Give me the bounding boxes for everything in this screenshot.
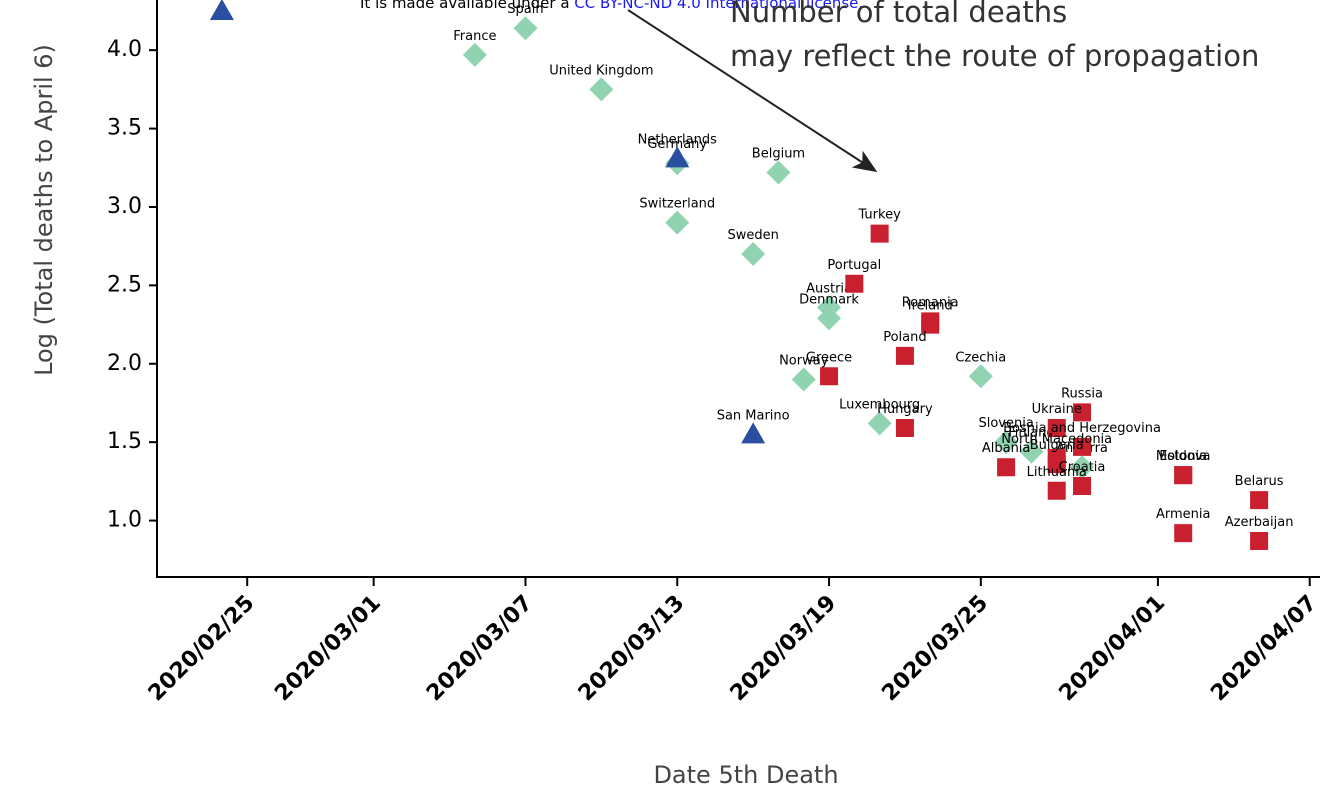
point-label: North Macedonia — [1001, 432, 1112, 447]
x-tick-label: 2020/03/25 — [877, 591, 993, 707]
point — [820, 367, 839, 386]
point — [766, 160, 791, 185]
point — [921, 315, 940, 334]
point-label: Luxembourg — [839, 397, 920, 412]
note-line: may reflect the route of propagation — [730, 39, 1259, 73]
point — [513, 16, 538, 41]
x-tick-label: 2020/03/19 — [726, 591, 842, 707]
x-tick-label: 2020/04/07 — [1206, 591, 1322, 707]
point — [817, 306, 842, 331]
point — [895, 346, 914, 365]
y-tick-label: 1.0 — [107, 508, 142, 533]
point-label: Belgium — [752, 146, 805, 161]
point — [462, 42, 487, 67]
point-label: Croatia — [1059, 460, 1106, 475]
point — [845, 274, 864, 293]
point-label: Azerbaijan — [1225, 515, 1294, 530]
point — [1070, 455, 1095, 480]
point — [1073, 403, 1092, 422]
point — [1250, 531, 1269, 550]
point-label: Hungary — [877, 402, 933, 417]
point-label: Bulgaria — [1030, 438, 1084, 453]
point — [968, 364, 993, 389]
y-tick-label: 3.0 — [107, 194, 142, 219]
point — [1174, 466, 1193, 485]
point — [1250, 491, 1269, 510]
point-label: Ireland — [908, 299, 953, 314]
point — [870, 224, 889, 243]
point — [741, 422, 766, 444]
license-link[interactable]: CC BY-NC-ND 4.0 International license. — [574, 0, 863, 12]
license-prefix: It is made available under a — [360, 0, 574, 12]
point — [895, 419, 914, 438]
x-tick-label: 2020/04/01 — [1055, 591, 1171, 707]
x-tick-label: 2020/03/07 — [422, 591, 538, 707]
point-label: Armenia — [1156, 507, 1211, 522]
point — [997, 458, 1016, 477]
point-label: San Marino — [717, 408, 790, 423]
point-label: Estonia — [1159, 449, 1207, 464]
point-label: Poland — [883, 330, 926, 345]
point-label: Norway — [779, 353, 829, 368]
point-label: Denmark — [799, 292, 859, 307]
point-label: Moldova — [1156, 449, 1211, 464]
point-label: Lithuania — [1027, 465, 1087, 480]
point — [1174, 524, 1193, 543]
point-label: Romania — [902, 295, 959, 310]
point-label: Greece — [806, 350, 852, 365]
point-label: France — [453, 29, 496, 44]
point — [791, 367, 816, 392]
point-label: Austria — [806, 281, 852, 296]
point-label: Germany — [647, 137, 707, 152]
point-label: Bosnia and Herzegovina — [1003, 421, 1161, 436]
point-label: Slovenia — [978, 416, 1033, 431]
point — [209, 0, 234, 20]
x-tick-label: 2020/03/13 — [574, 591, 690, 707]
point-label: Ukraine — [1032, 402, 1082, 417]
point-label: Finland — [1008, 426, 1054, 441]
y-tick-label: 2.0 — [107, 351, 142, 376]
point — [665, 146, 690, 168]
y-axis-title: Log (Total deaths to April 6) — [30, 44, 58, 376]
point — [589, 77, 614, 102]
point-label: Sweden — [727, 228, 778, 243]
point-label: Spain — [507, 2, 543, 17]
point-label: Russia — [1061, 386, 1103, 401]
x-axis-title: Date 5th Death — [653, 761, 838, 789]
point — [741, 242, 766, 267]
point — [1019, 439, 1044, 464]
point — [994, 430, 1019, 455]
point — [1073, 437, 1092, 456]
point-label: Netherlands — [638, 132, 717, 147]
point-label: Belarus — [1235, 474, 1284, 489]
y-tick-label: 3.5 — [107, 116, 142, 141]
point-label: Czechia — [955, 350, 1006, 365]
point-label: Switzerland — [639, 197, 715, 212]
note-line: Number of total deaths — [730, 0, 1067, 29]
arrow — [627, 9, 878, 173]
point — [867, 411, 892, 436]
point — [1073, 477, 1092, 496]
point — [1047, 481, 1066, 500]
y-tick-label: 1.5 — [107, 429, 142, 454]
point-label: United Kingdom — [549, 63, 653, 78]
point — [1047, 419, 1066, 438]
y-tick-label: 4.0 — [107, 37, 142, 62]
point — [665, 210, 690, 235]
x-tick-label: 2020/02/25 — [144, 591, 260, 707]
point — [1047, 455, 1066, 474]
license-text: It is made available under a CC BY-NC-ND… — [360, 0, 863, 12]
point-label: Albania — [982, 441, 1031, 456]
point-label: Portugal — [827, 258, 881, 273]
y-tick-label: 2.5 — [107, 272, 142, 297]
point-label: Turkey — [857, 208, 901, 223]
x-tick-label: 2020/03/01 — [270, 591, 386, 707]
